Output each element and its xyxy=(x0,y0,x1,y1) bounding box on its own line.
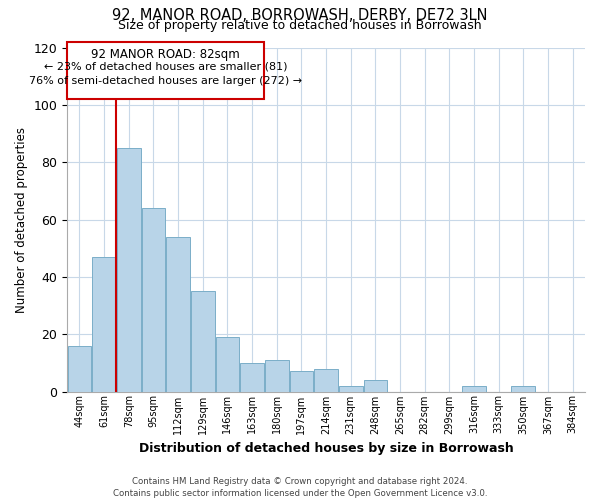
Bar xyxy=(68,346,91,392)
Text: Contains HM Land Registry data © Crown copyright and database right 2024.
Contai: Contains HM Land Registry data © Crown c… xyxy=(113,476,487,498)
Bar xyxy=(67,42,265,99)
X-axis label: Distribution of detached houses by size in Borrowash: Distribution of detached houses by size … xyxy=(139,442,514,455)
Bar xyxy=(511,386,535,392)
Text: 76% of semi-detached houses are larger (272) →: 76% of semi-detached houses are larger (… xyxy=(29,76,302,86)
Bar xyxy=(240,363,264,392)
Bar xyxy=(117,148,140,392)
Bar xyxy=(166,236,190,392)
Bar xyxy=(339,386,362,392)
Text: ← 23% of detached houses are smaller (81): ← 23% of detached houses are smaller (81… xyxy=(44,62,287,72)
Bar xyxy=(142,208,166,392)
Y-axis label: Number of detached properties: Number of detached properties xyxy=(15,126,28,312)
Bar xyxy=(215,337,239,392)
Text: Size of property relative to detached houses in Borrowash: Size of property relative to detached ho… xyxy=(118,18,482,32)
Bar xyxy=(191,291,215,392)
Bar xyxy=(314,368,338,392)
Text: 92, MANOR ROAD, BORROWASH, DERBY, DE72 3LN: 92, MANOR ROAD, BORROWASH, DERBY, DE72 3… xyxy=(112,8,488,22)
Bar xyxy=(92,257,116,392)
Bar xyxy=(290,372,313,392)
Bar xyxy=(265,360,289,392)
Bar xyxy=(462,386,486,392)
Bar xyxy=(364,380,387,392)
Text: 92 MANOR ROAD: 82sqm: 92 MANOR ROAD: 82sqm xyxy=(91,48,240,60)
